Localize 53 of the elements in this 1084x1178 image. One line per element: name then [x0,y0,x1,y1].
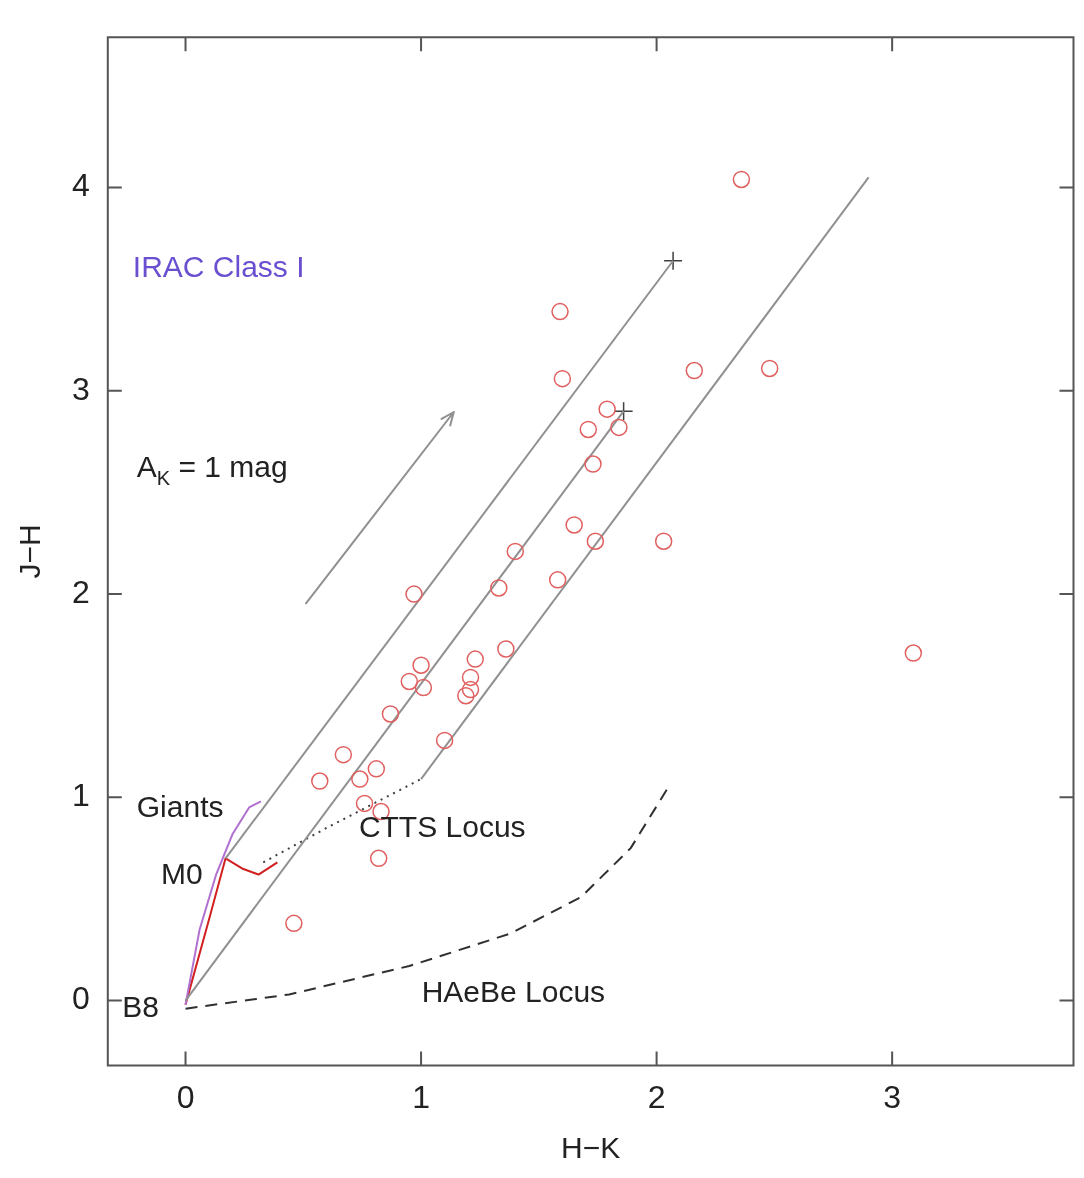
point [565,516,583,534]
point [548,571,567,589]
annotation: HAeBe Locus [421,974,606,1008]
point [904,644,923,662]
x-tick-label: 0 [176,1078,195,1115]
annotation: CTTS Locus [358,810,526,844]
text: IRAC Class I [132,250,305,284]
point [760,359,779,378]
point [490,579,508,597]
point [405,585,423,603]
point [461,680,480,699]
point [654,532,673,550]
point [553,369,572,388]
y-tick-label: 1 [72,777,90,814]
point [381,705,400,723]
point [311,772,329,790]
annotation: Giants [136,789,224,823]
annotation: M0 [160,856,203,890]
x-tick-label: 1 [412,1078,430,1115]
point [435,731,454,750]
y-tick-label: 3 [72,370,90,407]
point [457,686,475,705]
point [732,170,751,189]
y-tick-label: 4 [72,167,90,204]
point [355,794,374,813]
point [367,760,386,778]
y-tick-label: 2 [72,573,90,610]
point [506,542,525,561]
point [584,455,602,473]
point [598,400,616,418]
point [466,650,484,668]
point [586,532,605,550]
point [610,418,628,437]
annotation: B8 [122,990,159,1024]
x-tick-label: 3 [883,1078,902,1115]
x-axis-title: H−K [561,1131,621,1165]
point [351,770,369,788]
point [663,251,683,271]
x-tick-label: 2 [647,1078,666,1115]
point [412,656,430,674]
point [369,849,388,868]
point [285,914,303,933]
point [334,745,353,764]
point [461,668,480,687]
point [497,640,515,658]
point [579,420,598,439]
point [551,302,569,321]
point [414,678,433,697]
point [685,361,704,380]
point [400,672,419,691]
y-axis-title: J−H [13,524,47,579]
point [613,401,634,421]
y-tick-label: 0 [72,980,90,1017]
